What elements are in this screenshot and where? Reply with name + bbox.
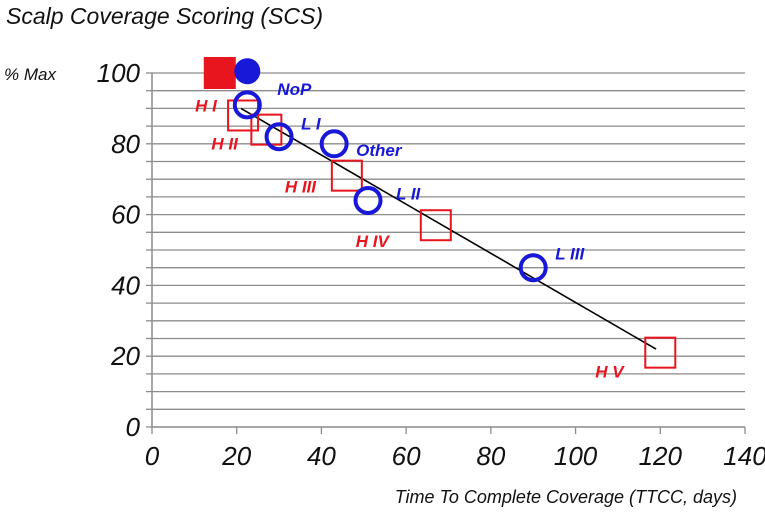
- y-tick-label: 100: [97, 58, 141, 88]
- point-label: H II: [211, 135, 239, 154]
- point-label: H V: [595, 363, 625, 382]
- y-axis-title: % Max: [4, 65, 56, 84]
- y-tick-label: 40: [111, 270, 140, 300]
- circle-marker: [518, 253, 548, 283]
- point-label: NoP: [277, 80, 312, 99]
- y-tick-label: 0: [126, 412, 141, 442]
- square-marker: [419, 209, 452, 242]
- circle-marker: [264, 122, 294, 152]
- y-tick-label: 20: [110, 341, 140, 371]
- point-label: L II: [396, 184, 422, 203]
- circle-marker: [319, 129, 349, 159]
- y-tick-label: 80: [111, 129, 140, 159]
- square-marker: [644, 336, 677, 369]
- point-labels: H I H II H III H IV H V NoP L I Other L II L III: [195, 80, 625, 382]
- x-tick-label: 80: [476, 441, 505, 471]
- x-tick-label: 20: [221, 441, 251, 471]
- square-marker: [330, 159, 363, 192]
- point-label: Other: [356, 141, 403, 160]
- trendline: [240, 107, 657, 350]
- x-tick-label: 120: [639, 441, 683, 471]
- trendline-layer: [240, 107, 657, 350]
- point-label: L I: [301, 115, 322, 134]
- x-axis-title: Time To Complete Coverage (TTCC, days): [395, 487, 737, 507]
- circle-marker: [353, 185, 383, 215]
- x-tick-label: 60: [392, 441, 421, 471]
- point-label: H IV: [356, 232, 391, 251]
- data-markers: [203, 57, 677, 369]
- point-label: L III: [555, 245, 585, 264]
- x-tick-label: 40: [307, 441, 336, 471]
- chart-title: Scalp Coverage Scoring (SCS): [6, 3, 323, 29]
- point-label: H III: [285, 178, 317, 197]
- square-marker: [250, 113, 283, 146]
- gridlines: [152, 72, 745, 410]
- filled-square-marker: [203, 57, 236, 89]
- x-tick-label: 0: [145, 441, 160, 471]
- circle-marker: [232, 90, 262, 120]
- filled-circle-marker: [234, 58, 261, 85]
- point-label: H I: [195, 96, 218, 115]
- tick-labels: 0 20 40 60 80 100 0 20 40 60 80 100 120 140: [97, 58, 765, 471]
- axes: [146, 72, 746, 434]
- x-tick-label: 140: [723, 441, 765, 471]
- x-tick-label: 100: [554, 441, 598, 471]
- y-tick-label: 60: [111, 200, 140, 230]
